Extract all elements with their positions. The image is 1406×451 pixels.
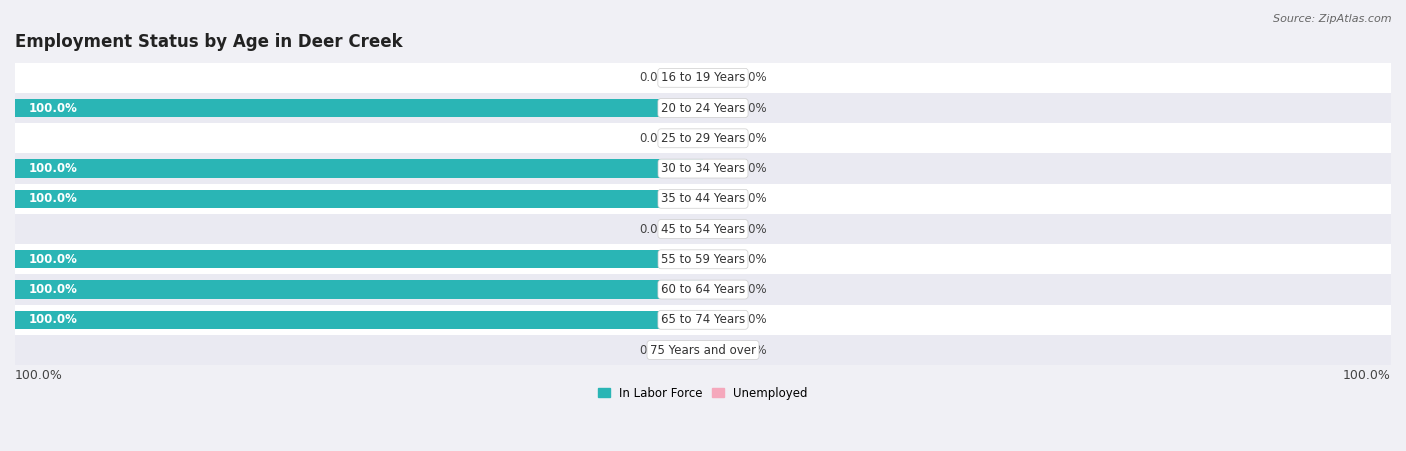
Text: 65 to 74 Years: 65 to 74 Years [661,313,745,326]
Bar [8,244,1398,274]
Text: 0.0%: 0.0% [638,222,669,235]
Text: 0.0%: 0.0% [638,71,669,84]
Bar [675,341,703,359]
Bar [8,305,1398,335]
Text: 0.0%: 0.0% [737,313,768,326]
Text: 35 to 44 Years: 35 to 44 Years [661,192,745,205]
Bar [15,311,703,329]
Text: 0.0%: 0.0% [737,101,768,115]
Text: 100.0%: 100.0% [15,369,63,382]
Text: 60 to 64 Years: 60 to 64 Years [661,283,745,296]
Bar [703,341,731,359]
Text: 0.0%: 0.0% [737,71,768,84]
Text: 0.0%: 0.0% [737,344,768,357]
Text: 100.0%: 100.0% [28,162,77,175]
Bar [703,129,731,147]
Text: 25 to 29 Years: 25 to 29 Years [661,132,745,145]
Text: 55 to 59 Years: 55 to 59 Years [661,253,745,266]
Text: 100.0%: 100.0% [28,192,77,205]
Text: 0.0%: 0.0% [737,253,768,266]
Text: Source: ZipAtlas.com: Source: ZipAtlas.com [1274,14,1392,23]
Bar [8,93,1398,123]
Text: 100.0%: 100.0% [1343,369,1391,382]
Text: 0.0%: 0.0% [638,132,669,145]
Bar [703,99,731,117]
Text: 0.0%: 0.0% [737,192,768,205]
Bar [8,274,1398,305]
Text: 0.0%: 0.0% [737,222,768,235]
Text: 16 to 19 Years: 16 to 19 Years [661,71,745,84]
Bar [703,220,731,238]
Legend: In Labor Force, Unemployed: In Labor Force, Unemployed [593,382,813,404]
Bar [8,335,1398,365]
Text: 0.0%: 0.0% [737,132,768,145]
Text: 20 to 24 Years: 20 to 24 Years [661,101,745,115]
Bar [15,281,703,299]
Bar [8,184,1398,214]
Bar [675,69,703,87]
Bar [703,160,731,178]
Bar [15,250,703,268]
Bar [8,153,1398,184]
Bar [675,129,703,147]
Text: 75 Years and over: 75 Years and over [650,344,756,357]
Bar [8,214,1398,244]
Bar [703,311,731,329]
Text: 30 to 34 Years: 30 to 34 Years [661,162,745,175]
Text: Employment Status by Age in Deer Creek: Employment Status by Age in Deer Creek [15,33,402,51]
Text: 100.0%: 100.0% [28,313,77,326]
Text: 0.0%: 0.0% [737,162,768,175]
Text: 100.0%: 100.0% [28,283,77,296]
Text: 100.0%: 100.0% [28,253,77,266]
Bar [703,250,731,268]
Bar [15,190,703,208]
Bar [15,160,703,178]
Bar [8,63,1398,93]
Bar [703,190,731,208]
Text: 100.0%: 100.0% [28,101,77,115]
Bar [675,220,703,238]
Text: 0.0%: 0.0% [638,344,669,357]
Text: 45 to 54 Years: 45 to 54 Years [661,222,745,235]
Text: 0.0%: 0.0% [737,283,768,296]
Bar [8,123,1398,153]
Bar [703,281,731,299]
Bar [15,99,703,117]
Bar [703,69,731,87]
